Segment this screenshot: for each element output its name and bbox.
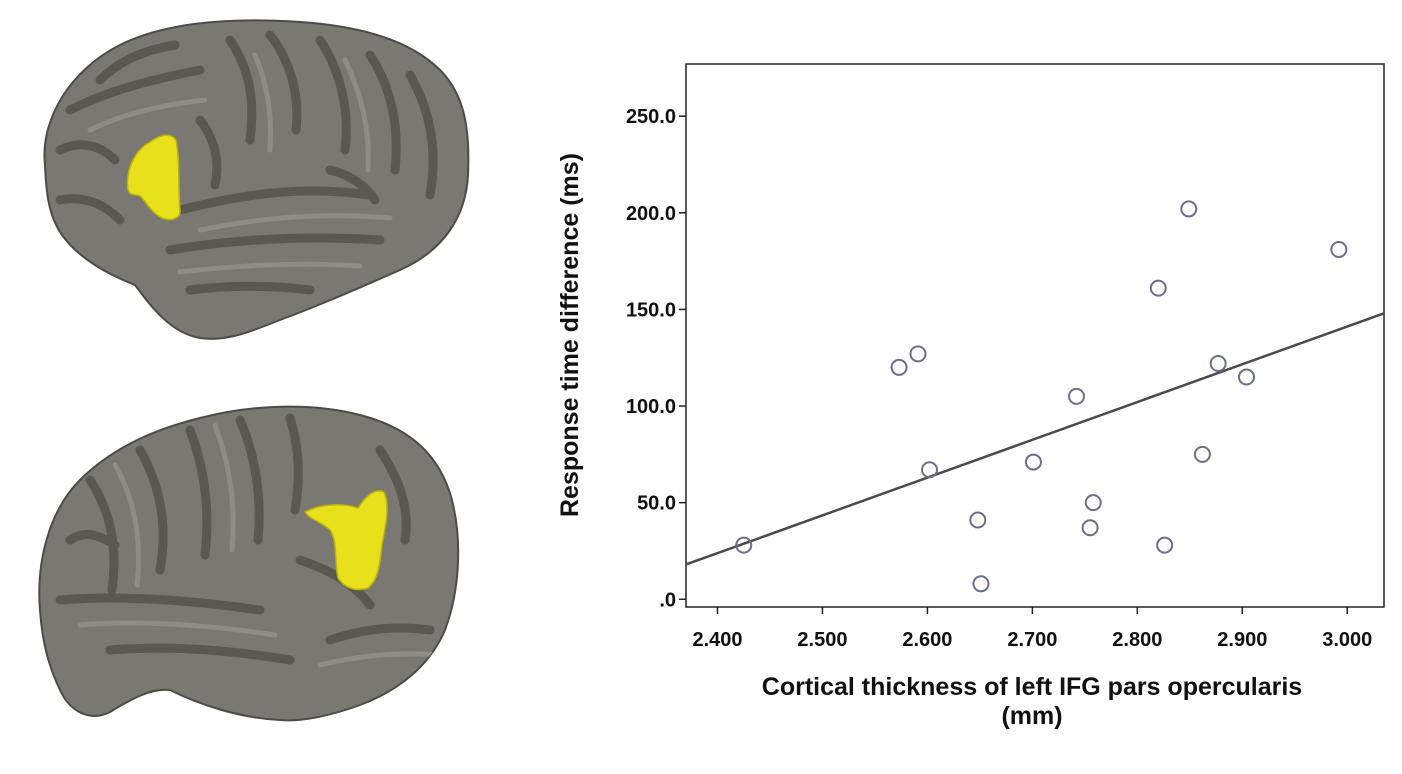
brain-lateral-view-bottom <box>38 405 460 722</box>
data-point <box>890 358 908 376</box>
data-points <box>735 200 1348 593</box>
data-point <box>1084 494 1102 512</box>
data-point <box>1209 355 1227 373</box>
brain-bottom-sulci <box>55 413 435 665</box>
x-tick-label: 2.900 <box>1217 629 1267 651</box>
x-axis-label-unit: (mm) <box>1001 702 1062 730</box>
plot-frame <box>685 63 1385 608</box>
data-point <box>921 461 939 479</box>
brain-bottom-surface <box>38 405 460 722</box>
scatter-chart: .0 50.0 100.0 150.0 200.0 250.0 2.400 2.500 2.6… <box>556 63 1385 730</box>
brain-bottom-gyri-highlights <box>77 422 443 668</box>
y-tick-label: 200.0 <box>626 203 676 225</box>
data-point <box>972 575 990 593</box>
fit-line <box>685 312 1385 566</box>
brain-top-sulci <box>55 30 438 295</box>
data-point <box>1237 368 1255 386</box>
y-tick-label: .0 <box>659 589 676 611</box>
y-tick-label: 150.0 <box>626 299 676 321</box>
x-tick-label: 2.800 <box>1112 629 1162 651</box>
brain-lateral-view-top <box>43 19 470 340</box>
data-point <box>1067 387 1085 405</box>
data-point <box>1180 200 1198 218</box>
x-axis-label: Cortical thickness of left IFG pars oper… <box>762 673 1302 701</box>
y-axis: .0 50.0 100.0 150.0 200.0 250.0 <box>626 106 686 611</box>
x-tick-label: 2.700 <box>1007 629 1057 651</box>
x-tick-label: 3.000 <box>1322 629 1372 651</box>
data-point <box>909 345 927 363</box>
x-tick-label: 2.400 <box>692 629 742 651</box>
data-point <box>1156 536 1174 554</box>
y-tick-label: 50.0 <box>637 493 676 515</box>
brain-top-ifg-highlight <box>126 134 181 221</box>
data-point <box>1024 453 1042 471</box>
x-axis: 2.400 2.500 2.600 2.700 2.800 2.900 3.000 <box>692 607 1372 651</box>
data-point <box>969 511 987 529</box>
data-point <box>1193 445 1211 463</box>
brain-bottom-ifg-highlight <box>303 490 388 591</box>
y-axis-label: Response time difference (ms) <box>556 153 584 517</box>
y-tick-label: 100.0 <box>626 396 676 418</box>
brain-top-gyri-highlights <box>87 52 393 275</box>
x-tick-label: 2.500 <box>797 629 847 651</box>
y-tick-label: 250.0 <box>626 106 676 128</box>
data-point <box>1149 279 1167 297</box>
data-point <box>1081 519 1099 537</box>
data-point <box>1330 241 1348 259</box>
x-tick-label: 2.600 <box>902 629 952 651</box>
data-point <box>735 536 753 554</box>
